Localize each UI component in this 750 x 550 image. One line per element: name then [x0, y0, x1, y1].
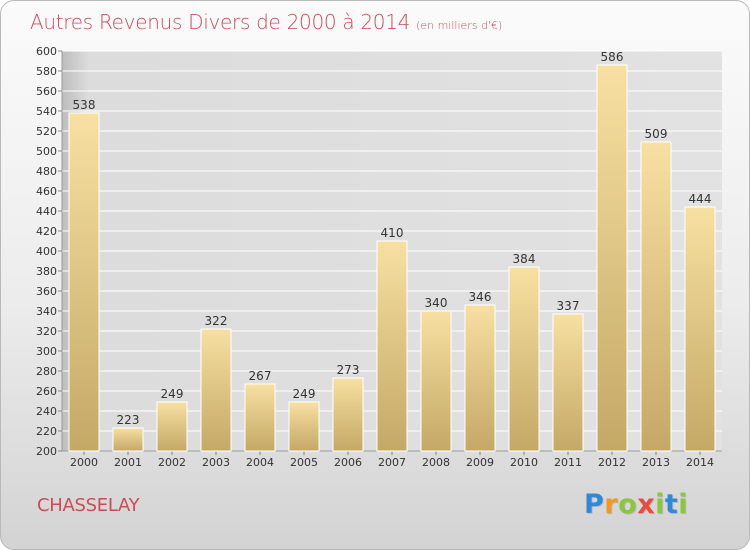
logo-letter: x [637, 489, 656, 520]
x-tick-label: 2014 [686, 456, 714, 469]
data-label: 267 [249, 369, 272, 383]
y-tick-label: 280 [36, 365, 57, 378]
bar-2012 [596, 64, 628, 452]
chart-subtitle: (en milliers d'€) [416, 19, 503, 32]
y-tick-label: 440 [36, 205, 57, 218]
proxiti-logo: Proxiti [584, 489, 688, 520]
bar-2000 [68, 112, 100, 452]
y-tick-label: 220 [36, 425, 57, 438]
y-tick-label: 200 [36, 445, 57, 458]
x-tick-label: 2002 [158, 456, 186, 469]
y-tick-label: 600 [36, 45, 57, 58]
y-tick-label: 540 [36, 105, 57, 118]
data-label: 444 [689, 192, 712, 206]
y-tick-label: 500 [36, 145, 57, 158]
data-label: 273 [337, 363, 360, 377]
x-tick-label: 2007 [378, 456, 406, 469]
logo-letter: o [618, 489, 638, 520]
data-label: 384 [513, 252, 536, 266]
bars [68, 64, 716, 452]
commune-name: CHASSELAY [37, 495, 140, 516]
x-tick-label: 2004 [246, 456, 274, 469]
bar-2007 [376, 240, 408, 452]
y-tick-label: 400 [36, 245, 57, 258]
x-tick-label: 2010 [510, 456, 538, 469]
data-label: 509 [645, 127, 668, 141]
bar-2013 [640, 141, 672, 452]
x-tick-label: 2009 [466, 456, 494, 469]
bar-2004 [244, 383, 276, 452]
y-tick-label: 260 [36, 385, 57, 398]
data-label: 340 [425, 296, 448, 310]
y-tick-label: 360 [36, 285, 57, 298]
logo-letter: P [584, 489, 605, 520]
y-tick-label: 320 [36, 325, 57, 338]
data-label: 249 [293, 387, 316, 401]
y-tick-label: 240 [36, 405, 57, 418]
bar-2006 [332, 377, 364, 452]
x-tick-label: 2000 [70, 456, 98, 469]
logo-letter: i [655, 489, 665, 520]
bar-2010 [508, 266, 540, 452]
x-tick-label: 2011 [554, 456, 582, 469]
x-tick-label: 2006 [334, 456, 362, 469]
logo-letter: r [604, 489, 619, 520]
logo-letter: i [678, 489, 689, 520]
x-tick-label: 2001 [114, 456, 142, 469]
y-tick-label: 460 [36, 185, 57, 198]
data-label: 346 [469, 290, 492, 304]
y-tick-label: 520 [36, 125, 57, 138]
bar-2001 [112, 427, 144, 452]
data-label: 223 [117, 413, 140, 427]
y-tick-label: 340 [36, 305, 57, 318]
axes: 200 220 240 260 280 300 320 340 360 380 400 420 440 4… [36, 45, 722, 469]
x-tick-label: 2008 [422, 456, 450, 469]
y-tick-label: 300 [36, 345, 57, 358]
y-tick-label: 580 [36, 65, 57, 78]
bar-2002 [156, 401, 188, 452]
chart-title-text: Autres Revenus Divers de 2000 à 2014 [30, 10, 411, 34]
bar-2009 [464, 304, 496, 452]
x-tick-label: 2012 [598, 456, 626, 469]
data-label: 410 [381, 226, 404, 240]
data-labels: 538 223 249 322 267 249 273 410 340 346 384 337 586 5… [73, 50, 712, 427]
bar-2005 [288, 401, 320, 452]
data-label: 322 [205, 314, 228, 328]
data-label: 249 [161, 387, 184, 401]
y-tick-label: 380 [36, 265, 57, 278]
x-tick-label: 2005 [290, 456, 318, 469]
chart-title: Autres Revenus Divers de 2000 à 2014 (en … [30, 10, 502, 34]
y-tick-label: 560 [36, 85, 57, 98]
bar-2003 [200, 328, 232, 452]
y-tick-label: 420 [36, 225, 57, 238]
data-label: 538 [73, 98, 96, 112]
bar-2011 [552, 313, 584, 452]
data-label: 586 [601, 50, 624, 64]
bar-2008 [420, 310, 452, 452]
x-tick-label: 2003 [202, 456, 230, 469]
bar-2014 [684, 206, 716, 452]
logo-letter: t [664, 489, 679, 520]
x-tick-label: 2013 [642, 456, 670, 469]
y-tick-label: 480 [36, 165, 57, 178]
data-label: 337 [557, 299, 580, 313]
